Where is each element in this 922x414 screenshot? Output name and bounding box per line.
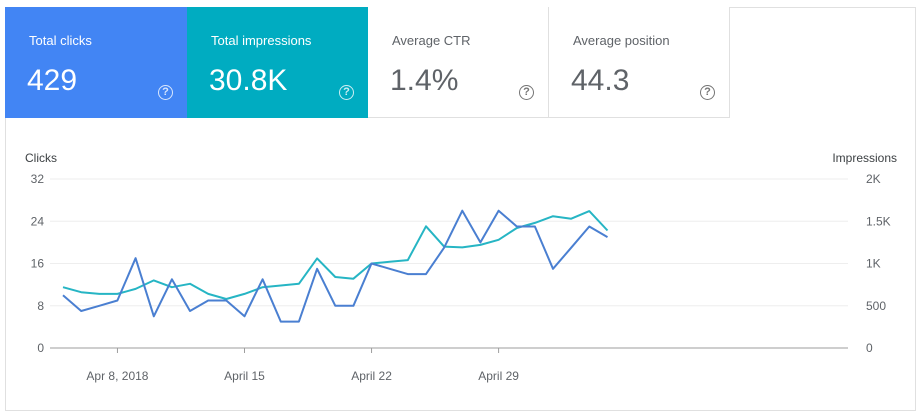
x-tick-label: Apr 8, 2018 xyxy=(86,369,148,383)
left-tick-label: 24 xyxy=(31,214,45,228)
series-lines xyxy=(62,209,609,323)
metric-tabs: Total clicks 429 ? Total impressions 30.… xyxy=(5,7,730,118)
metric-value: 44.3 xyxy=(571,64,630,97)
metric-total-clicks[interactable]: Total clicks 429 ? xyxy=(5,7,187,118)
metric-label: Total impressions xyxy=(211,33,312,48)
right-tick-label: 1.5K xyxy=(866,214,891,228)
metric-value: 1.4% xyxy=(390,64,459,97)
metric-label: Total clicks xyxy=(29,33,92,48)
metric-label: Average CTR xyxy=(392,33,471,48)
metric-average-position[interactable]: Average position 44.3 ? xyxy=(549,7,730,118)
series-line-clicks xyxy=(62,209,609,323)
help-circle-icon[interactable]: ? xyxy=(519,85,534,100)
left-axis-title: Clicks xyxy=(25,151,57,165)
help-circle-icon[interactable]: ? xyxy=(700,85,715,100)
left-tick-label: 16 xyxy=(31,257,45,271)
help-circle-icon[interactable]: ? xyxy=(339,85,354,100)
metric-value: 30.8K xyxy=(209,64,288,97)
series-line-impressions xyxy=(62,210,609,300)
right-tick-label: 2K xyxy=(866,172,881,186)
metric-value: 429 xyxy=(27,64,78,97)
right-axis-title: Impressions xyxy=(832,151,897,165)
left-tick-label: 0 xyxy=(37,341,44,355)
right-axis: 0 500 1K 1.5K 2K xyxy=(866,172,891,355)
grid-lines xyxy=(50,178,848,349)
metric-average-ctr[interactable]: Average CTR 1.4% ? xyxy=(368,7,549,118)
left-axis: 0 8 16 24 32 xyxy=(31,172,45,355)
help-circle-icon[interactable]: ? xyxy=(158,85,173,100)
left-tick-label: 8 xyxy=(37,299,44,313)
x-axis: Apr 8, 2018 April 15 April 22 April 29 xyxy=(86,348,519,383)
x-tick-label: April 22 xyxy=(351,369,392,383)
right-tick-label: 1K xyxy=(866,257,881,271)
right-tick-label: 0 xyxy=(866,341,873,355)
x-tick-label: April 15 xyxy=(224,369,265,383)
metric-total-impressions[interactable]: Total impressions 30.8K ? xyxy=(187,7,368,118)
left-tick-label: 32 xyxy=(31,172,45,186)
x-tick-label: April 29 xyxy=(478,369,519,383)
metric-label: Average position xyxy=(573,33,670,48)
right-tick-label: 500 xyxy=(866,299,886,313)
